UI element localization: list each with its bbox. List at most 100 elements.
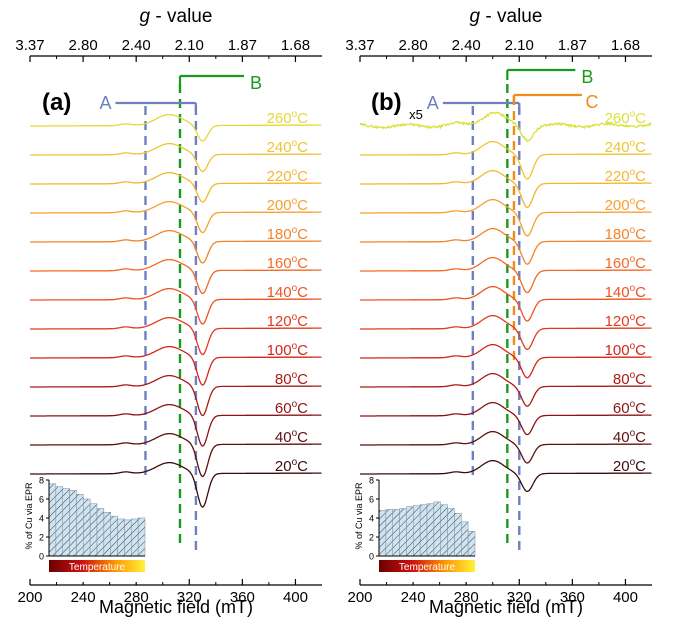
x-tick-label: 200 bbox=[17, 589, 42, 606]
temperature-gradient-bar bbox=[379, 560, 475, 572]
inset-bar bbox=[413, 505, 421, 557]
inset-bar bbox=[447, 508, 455, 557]
trace-220c bbox=[30, 171, 322, 203]
inset-y-axis-label: % of Cu via EPR bbox=[24, 482, 34, 550]
inset-bar bbox=[440, 504, 448, 557]
x-tick-label: 360 bbox=[230, 589, 255, 606]
trace-260c bbox=[359, 111, 652, 143]
marker-c-label: C bbox=[585, 92, 598, 112]
temperature-gradient-label: Temperature bbox=[399, 562, 456, 573]
inset-y-tick-label: 8 bbox=[39, 476, 44, 486]
trace-160c bbox=[360, 256, 652, 294]
g-tick-label: 2.80 bbox=[68, 37, 97, 54]
inset-bar bbox=[110, 515, 118, 557]
g-tick-label: 3.37 bbox=[15, 37, 44, 54]
temperature-label: 240oC bbox=[605, 138, 647, 156]
trace-140c bbox=[30, 287, 322, 325]
temperature-label: 160oC bbox=[605, 254, 647, 272]
temperature-label: 180oC bbox=[267, 225, 309, 243]
temperature-label: 180oC bbox=[605, 225, 647, 243]
trace-80c bbox=[30, 374, 322, 417]
trace-240c bbox=[360, 140, 652, 180]
temperature-label: 140oC bbox=[267, 283, 309, 301]
trace-140c bbox=[360, 285, 652, 322]
inset-bar bbox=[55, 486, 63, 557]
marker-b-label: B bbox=[250, 73, 262, 93]
marker-a-label: A bbox=[427, 93, 439, 113]
inset-bar bbox=[131, 518, 139, 557]
temperature-label: 260oC bbox=[605, 109, 647, 127]
inset-bar bbox=[96, 508, 105, 557]
x-tick-label: 280 bbox=[124, 589, 149, 606]
g-tick-label: 2.40 bbox=[122, 37, 151, 54]
scale-note: x5 bbox=[409, 107, 423, 122]
temperature-label: 80oC bbox=[275, 370, 308, 388]
marker-a-label: A bbox=[99, 93, 111, 113]
inset-bar bbox=[378, 510, 387, 557]
g-tick-label: 2.40 bbox=[452, 37, 481, 54]
g-tick-label: 1.87 bbox=[228, 37, 257, 54]
temperature-label: 200oC bbox=[267, 196, 309, 214]
temperature-gradient-bar bbox=[49, 560, 145, 572]
trace-120c bbox=[30, 316, 322, 356]
inset-bar bbox=[137, 517, 146, 557]
temperature-label: 40oC bbox=[275, 428, 308, 446]
x-tick-label: 280 bbox=[454, 589, 479, 606]
inset-bar bbox=[433, 501, 441, 557]
inset-bar bbox=[385, 509, 393, 557]
inset-bar bbox=[117, 518, 125, 557]
panel-label: (a) bbox=[42, 89, 71, 116]
inset-y-tick-label: 4 bbox=[39, 514, 44, 524]
g-value-axis-title: g - value bbox=[470, 6, 543, 27]
inset-bar bbox=[399, 508, 407, 557]
inset-bar bbox=[89, 503, 98, 557]
g-tick-label: 3.37 bbox=[345, 37, 374, 54]
inset-bar bbox=[69, 490, 77, 557]
trace-100c bbox=[30, 345, 322, 386]
g-tick-label: 2.80 bbox=[398, 37, 427, 54]
marker-b-label: B bbox=[581, 67, 593, 87]
inset-bar bbox=[62, 488, 70, 557]
inset-y-tick-label: 4 bbox=[369, 514, 374, 524]
trace-20c bbox=[360, 459, 652, 493]
trace-40c bbox=[30, 432, 322, 478]
trace-260c bbox=[30, 113, 322, 142]
temperature-label: 160oC bbox=[267, 254, 309, 272]
trace-40c bbox=[360, 430, 652, 464]
inset-bar bbox=[83, 498, 91, 557]
temperature-label: 220oC bbox=[605, 167, 647, 185]
inset-bar-chart: 0 2 4 6 8 % of Cu via EPR Temperature bbox=[24, 476, 153, 582]
trace-240c bbox=[30, 142, 322, 173]
x-tick-label: 200 bbox=[347, 589, 372, 606]
x-tick-label: 360 bbox=[560, 589, 585, 606]
x-tick-label: 320 bbox=[177, 589, 202, 606]
inset-y-tick-label: 6 bbox=[369, 495, 374, 505]
inset-bar bbox=[48, 483, 57, 557]
g-value-axis-title: g - value bbox=[140, 6, 213, 27]
inset-bar bbox=[124, 519, 132, 557]
temperature-label: 40oC bbox=[613, 428, 646, 446]
temperature-label: 120oC bbox=[605, 312, 647, 330]
temperature-label: 120oC bbox=[267, 312, 309, 330]
temperature-label: 100oC bbox=[605, 341, 647, 359]
temperature-gradient-label: Temperature bbox=[69, 562, 126, 573]
inset-bar bbox=[419, 504, 428, 557]
trace-200c bbox=[30, 200, 322, 234]
inset-bar bbox=[406, 506, 414, 557]
trace-160c bbox=[30, 258, 322, 295]
x-axis-label: Magnetic field (mT) bbox=[99, 597, 253, 617]
temperature-label: 60oC bbox=[275, 399, 308, 417]
inset-bar bbox=[76, 494, 84, 557]
temperature-label: 220oC bbox=[267, 167, 309, 185]
temperature-label: 260oC bbox=[267, 109, 309, 127]
x-axis-label: Magnetic field (mT) bbox=[429, 597, 583, 617]
inset-bar bbox=[454, 513, 462, 557]
inset-y-axis-label: % of Cu via EPR bbox=[354, 482, 364, 550]
g-tick-label: 2.10 bbox=[505, 37, 534, 54]
inset-y-tick-label: 8 bbox=[369, 476, 374, 486]
inset-y-tick-label: 2 bbox=[39, 533, 44, 543]
inset-bar bbox=[426, 503, 435, 557]
